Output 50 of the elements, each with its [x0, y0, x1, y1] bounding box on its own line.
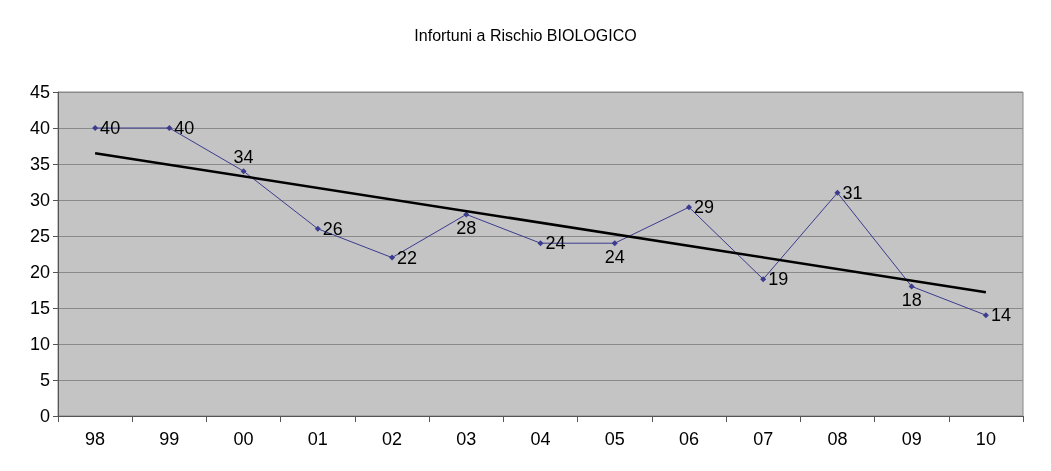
y-tick-label: 20: [29, 262, 50, 282]
point: [463, 211, 470, 218]
x-tick-label: 07: [753, 429, 774, 449]
point: [537, 240, 544, 247]
point: [240, 168, 247, 175]
x-tick-label: 00: [233, 429, 254, 449]
y-tick-label: 0: [39, 406, 50, 426]
y-tick-label: 30: [29, 190, 50, 210]
y-tick-label: 5: [39, 370, 50, 390]
point: [389, 254, 396, 261]
x-tick-label: 06: [678, 429, 699, 449]
y-tick-label: 35: [29, 154, 50, 174]
x-tick-label: 09: [901, 429, 922, 449]
y-tick-label: 10: [29, 334, 50, 354]
data-label: 40: [174, 118, 195, 138]
data-label: 40: [100, 118, 121, 138]
point: [760, 276, 767, 283]
data-label: 26: [322, 218, 343, 239]
point: [314, 225, 321, 232]
data-label: 31: [842, 182, 863, 203]
x-tick-label: 01: [307, 429, 328, 449]
y-tick-label: 40: [29, 118, 50, 138]
x-tick-label: 98: [85, 429, 106, 449]
data-label: 22: [397, 247, 418, 268]
data-label: 14: [990, 305, 1011, 326]
x-tick-label: 03: [456, 429, 477, 449]
x-tick-label: 08: [827, 429, 848, 449]
point: [834, 189, 841, 196]
x-tick-label: 10: [975, 429, 996, 449]
point: [92, 125, 99, 131]
data-label: 19: [768, 269, 789, 290]
point: [908, 283, 915, 290]
point: [166, 125, 173, 131]
data-label: 24: [604, 247, 625, 268]
chart-title: Infortuni a Rischio BIOLOGICO: [414, 26, 637, 44]
data-label: 24: [545, 233, 566, 254]
point: [982, 312, 989, 319]
y-tick-label: 15: [29, 298, 50, 318]
x-tick-label: 05: [604, 429, 625, 449]
x-tick-label: 99: [159, 429, 180, 449]
data-label: 29: [693, 197, 714, 218]
point: [685, 204, 692, 211]
data-label: 34: [233, 147, 254, 168]
y-tick-label: 25: [29, 226, 50, 246]
x-tick-label: 04: [530, 429, 551, 449]
y-tick-label: 45: [29, 82, 50, 102]
data-label: 18: [901, 290, 922, 311]
x-tick-label: 02: [382, 429, 403, 449]
point: [611, 240, 618, 247]
data-label: 28: [456, 218, 477, 239]
